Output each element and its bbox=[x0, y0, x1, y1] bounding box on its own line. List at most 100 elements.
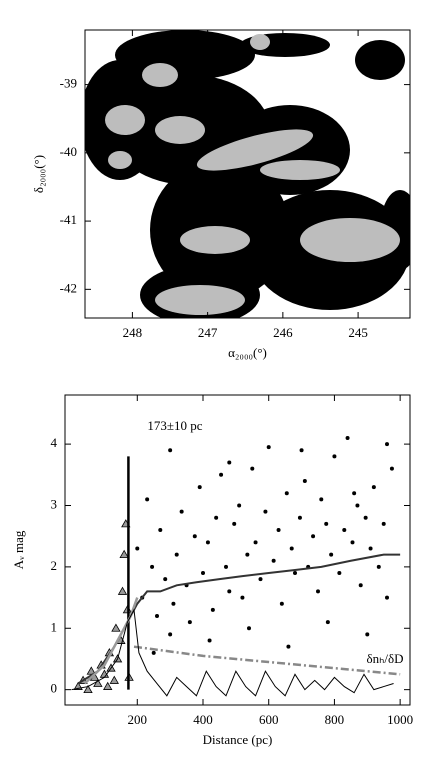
y-tick-label: -41 bbox=[60, 212, 77, 227]
star-point bbox=[385, 442, 389, 447]
star-point bbox=[240, 595, 245, 600]
x-tick-label: 245 bbox=[348, 325, 368, 340]
star-point bbox=[266, 445, 271, 450]
triangle-point bbox=[83, 684, 93, 694]
annotation: 173±10 pc bbox=[147, 418, 202, 433]
star-point bbox=[385, 595, 389, 600]
star-point bbox=[289, 546, 294, 551]
extinction-map bbox=[85, 30, 410, 318]
star-point bbox=[311, 534, 316, 539]
star-point bbox=[205, 540, 210, 545]
star-point bbox=[168, 448, 173, 453]
star-point bbox=[174, 552, 179, 557]
star-point bbox=[151, 650, 156, 655]
star-point bbox=[355, 503, 360, 508]
star-point bbox=[358, 583, 363, 588]
curve bbox=[83, 597, 139, 685]
curve bbox=[77, 553, 401, 685]
star-point bbox=[150, 564, 155, 569]
star-point bbox=[316, 589, 320, 594]
plot-frame bbox=[64, 394, 411, 706]
star-point bbox=[381, 521, 386, 526]
star-point bbox=[371, 485, 376, 490]
x-tick-label: 246 bbox=[273, 325, 293, 340]
star-point bbox=[332, 454, 337, 459]
y-tick-label: 3 bbox=[51, 496, 58, 511]
star-point bbox=[210, 607, 215, 612]
x-tick-label: 200 bbox=[128, 712, 148, 727]
triangle-point bbox=[93, 678, 103, 687]
star-point bbox=[197, 485, 202, 490]
star-point bbox=[342, 528, 347, 533]
x-tick-label: 600 bbox=[259, 712, 279, 727]
star-point bbox=[325, 620, 330, 625]
star-point bbox=[237, 503, 242, 508]
x-axis-label: Distance (pc) bbox=[203, 732, 273, 747]
star-point bbox=[227, 589, 232, 594]
star-point bbox=[145, 497, 150, 502]
star-point bbox=[168, 632, 173, 637]
x-tick-label: 248 bbox=[123, 325, 143, 340]
star-point bbox=[297, 515, 302, 520]
star-point bbox=[284, 491, 289, 496]
triangle-point bbox=[109, 675, 119, 684]
star-point bbox=[250, 466, 255, 471]
annotation: δnₕ/δD bbox=[366, 651, 403, 666]
star-point bbox=[232, 521, 237, 526]
star-point bbox=[329, 552, 334, 557]
star-point bbox=[324, 521, 329, 526]
star-point bbox=[214, 515, 219, 520]
y-axis-label: δ₂₀₀₀(°) bbox=[31, 155, 46, 193]
star-point bbox=[201, 571, 205, 576]
star-point bbox=[158, 528, 163, 533]
star-point bbox=[258, 577, 263, 582]
star-point bbox=[365, 632, 370, 637]
star-point bbox=[163, 577, 168, 582]
triangle-point bbox=[103, 681, 113, 690]
y-tick-label: -39 bbox=[60, 76, 77, 91]
star-point bbox=[389, 466, 394, 471]
star-point bbox=[368, 546, 373, 551]
plot-frame bbox=[84, 29, 411, 319]
star-point bbox=[376, 564, 381, 569]
star-point bbox=[247, 626, 251, 631]
star-point bbox=[271, 558, 276, 563]
y-tick-label: 4 bbox=[51, 435, 58, 450]
star-point bbox=[286, 644, 291, 649]
star-point bbox=[227, 460, 232, 465]
star-point bbox=[319, 497, 324, 502]
y-axis-label: Aᵥ mag bbox=[11, 530, 26, 569]
x-tick-label: 247 bbox=[198, 325, 218, 340]
star-point bbox=[192, 534, 197, 539]
y-tick-label: -40 bbox=[60, 144, 77, 159]
star-point bbox=[155, 613, 159, 618]
triangle-point bbox=[111, 623, 121, 632]
star-point bbox=[299, 448, 304, 453]
star-point bbox=[352, 491, 357, 496]
star-point bbox=[179, 509, 184, 514]
star-point bbox=[293, 571, 297, 576]
x-tick-label: 400 bbox=[193, 712, 213, 727]
star-point bbox=[263, 509, 268, 514]
star-point bbox=[363, 515, 368, 520]
triangle-point bbox=[119, 549, 129, 559]
y-tick-label: 1 bbox=[51, 619, 58, 634]
triangle-point bbox=[117, 586, 128, 595]
star-point bbox=[219, 472, 224, 477]
y-tick-label: -42 bbox=[60, 280, 77, 295]
star-point bbox=[279, 601, 284, 606]
star-point bbox=[207, 638, 212, 643]
x-tick-label: 1000 bbox=[387, 712, 413, 727]
curve bbox=[133, 645, 401, 676]
star-point bbox=[245, 552, 250, 557]
star-point bbox=[350, 540, 355, 545]
star-point bbox=[276, 528, 281, 533]
x-axis-label: α₂₀₀₀(°) bbox=[228, 345, 267, 360]
star-point bbox=[224, 564, 228, 569]
star-point bbox=[171, 601, 176, 606]
y-tick-label: 0 bbox=[51, 681, 58, 696]
star-point bbox=[337, 571, 342, 576]
star-point bbox=[135, 546, 140, 551]
